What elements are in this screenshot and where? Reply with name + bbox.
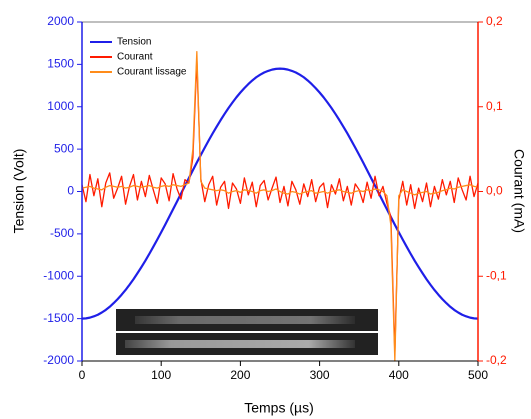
y-tick-label: 2000: [47, 14, 74, 28]
series-line: [81, 67, 479, 320]
y-tick-label: -2000: [43, 353, 74, 367]
inset-image: [116, 309, 378, 355]
y2-tick-label: -0,1: [486, 268, 507, 282]
x-tick-label: 100: [151, 368, 171, 382]
y2-tick-label: -0,2: [486, 353, 507, 367]
y-tick-label: -1000: [43, 268, 74, 282]
x-axis-title: Temps (µs): [244, 400, 314, 416]
y2-tick-label: 0,2: [486, 14, 503, 28]
y-axis-title: Tension (Volt): [11, 149, 27, 234]
x-tick-label: 0: [79, 368, 86, 382]
y2-tick-label: 0,0: [486, 184, 503, 198]
y2-tick-label: 0,1: [486, 99, 503, 113]
y-tick-label: 0: [67, 184, 74, 198]
x-tick-label: 200: [230, 368, 250, 382]
x-tick-label: 500: [468, 368, 488, 382]
y-tick-label: -1500: [43, 311, 74, 325]
legend-label: Courant: [117, 52, 153, 63]
series-line: [81, 59, 479, 354]
series-line: [81, 51, 479, 362]
y-tick-label: 500: [54, 141, 74, 155]
y-tick-label: 1000: [47, 99, 74, 113]
x-tick-label: 400: [389, 368, 409, 382]
y-tick-label: -500: [50, 226, 74, 240]
legend-label: Tension: [117, 37, 151, 48]
legend-label: Courant lissage: [117, 67, 187, 78]
y2-axis-title: Courant (mA): [511, 149, 527, 233]
y-tick-label: 1500: [47, 57, 74, 71]
x-tick-label: 300: [310, 368, 330, 382]
